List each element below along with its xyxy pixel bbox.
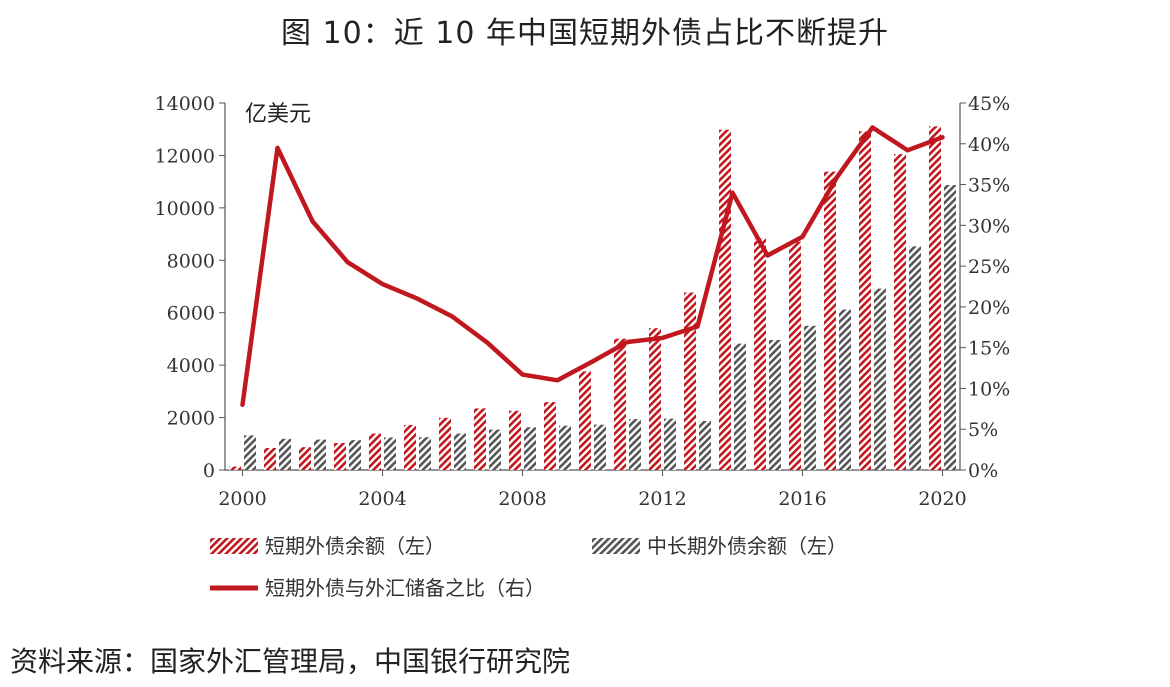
bar-long-term: [664, 418, 676, 470]
bar-long-term: [699, 420, 711, 470]
bar-short-term: [229, 466, 241, 470]
bar-long-term: [524, 427, 536, 470]
bar-long-term: [804, 325, 816, 470]
bar-long-term: [489, 429, 501, 470]
bar-long-term: [419, 437, 431, 470]
right-tick-label: 40%: [968, 134, 1010, 156]
legend-swatch-short-term: [210, 538, 258, 554]
bar-short-term: [824, 171, 836, 470]
bar-long-term: [384, 437, 396, 470]
bar-short-term: [929, 126, 941, 470]
bar-long-term: [279, 438, 291, 470]
bar-short-term: [579, 371, 591, 470]
left-tick-label: 14000: [155, 93, 215, 115]
right-tick-label: 20%: [968, 297, 1010, 319]
left-tick-label: 0: [203, 460, 215, 482]
bar-long-term: [629, 419, 641, 470]
bar-long-term: [874, 288, 886, 470]
bar-short-term: [789, 241, 801, 470]
bar-short-term: [859, 131, 871, 470]
bar-short-term: [684, 292, 696, 470]
bar-long-term: [244, 435, 256, 470]
bar-long-term: [349, 440, 361, 470]
x-tick-label: 2016: [778, 488, 826, 510]
right-tick-label: 15%: [968, 338, 1010, 360]
bar-short-term: [509, 410, 521, 470]
right-tick-label: 30%: [968, 215, 1010, 237]
left-tick-label: 2000: [167, 408, 215, 430]
legend-label-ratio: 短期外债与外汇储备之比（右）: [265, 576, 545, 600]
left-tick-label: 8000: [167, 250, 215, 272]
ratio-line: [240, 125, 945, 408]
bar-short-term: [299, 447, 311, 470]
bar-long-term: [594, 424, 606, 470]
legend-label-long-term: 中长期外债余额（左）: [647, 534, 847, 558]
bar-long-term: [769, 339, 781, 470]
left-tick-label: 10000: [155, 198, 215, 220]
legend: 短期外债余额（左） 中长期外债余额（左） 短期外债与外汇储备之比（右）: [210, 534, 847, 600]
legend-swatch-long-term: [592, 538, 640, 554]
bar-short-term: [264, 447, 276, 470]
chart-title: 图 10：近 10 年中国短期外债占比不断提升: [281, 16, 889, 51]
x-tick-label: 2020: [918, 488, 966, 510]
bar-long-term: [909, 246, 921, 470]
bar-short-term: [474, 408, 486, 470]
right-tick-label: 10%: [968, 378, 1010, 400]
bar-short-term: [649, 328, 661, 470]
right-tick-label: 0%: [968, 460, 998, 482]
bar-short-term: [439, 417, 451, 470]
x-tick-label: 2000: [218, 488, 266, 510]
bar-short-term: [614, 338, 626, 470]
bar-long-term: [314, 439, 326, 470]
bar-short-term: [544, 402, 556, 470]
bar-short-term: [404, 424, 416, 470]
bar-long-term: [559, 425, 571, 470]
x-tick-label: 2012: [638, 488, 686, 510]
right-tick-label: 25%: [968, 256, 1010, 278]
right-tick-label: 35%: [968, 175, 1010, 197]
bar-short-term: [719, 129, 731, 470]
bar-short-term: [334, 442, 346, 470]
legend-label-short-term: 短期外债余额（左）: [265, 534, 445, 558]
left-tick-label: 12000: [155, 145, 215, 167]
bar-long-term: [839, 309, 851, 470]
bar-long-term: [454, 433, 466, 470]
x-tick-label: 2008: [498, 488, 546, 510]
bar-short-term: [369, 433, 381, 470]
bar-long-term: [734, 343, 746, 470]
x-tick-label: 2004: [358, 488, 406, 510]
left-tick-label: 4000: [167, 355, 215, 377]
right-tick-label: 45%: [968, 93, 1010, 115]
right-tick-label: 5%: [968, 419, 998, 441]
bar-short-term: [754, 238, 766, 470]
left-tick-label: 6000: [167, 303, 215, 325]
bar-short-term: [894, 154, 906, 470]
unit-label: 亿美元: [245, 102, 311, 127]
source-note: 资料来源：国家外汇管理局，中国银行研究院: [10, 645, 571, 678]
bar-long-term: [944, 185, 956, 470]
